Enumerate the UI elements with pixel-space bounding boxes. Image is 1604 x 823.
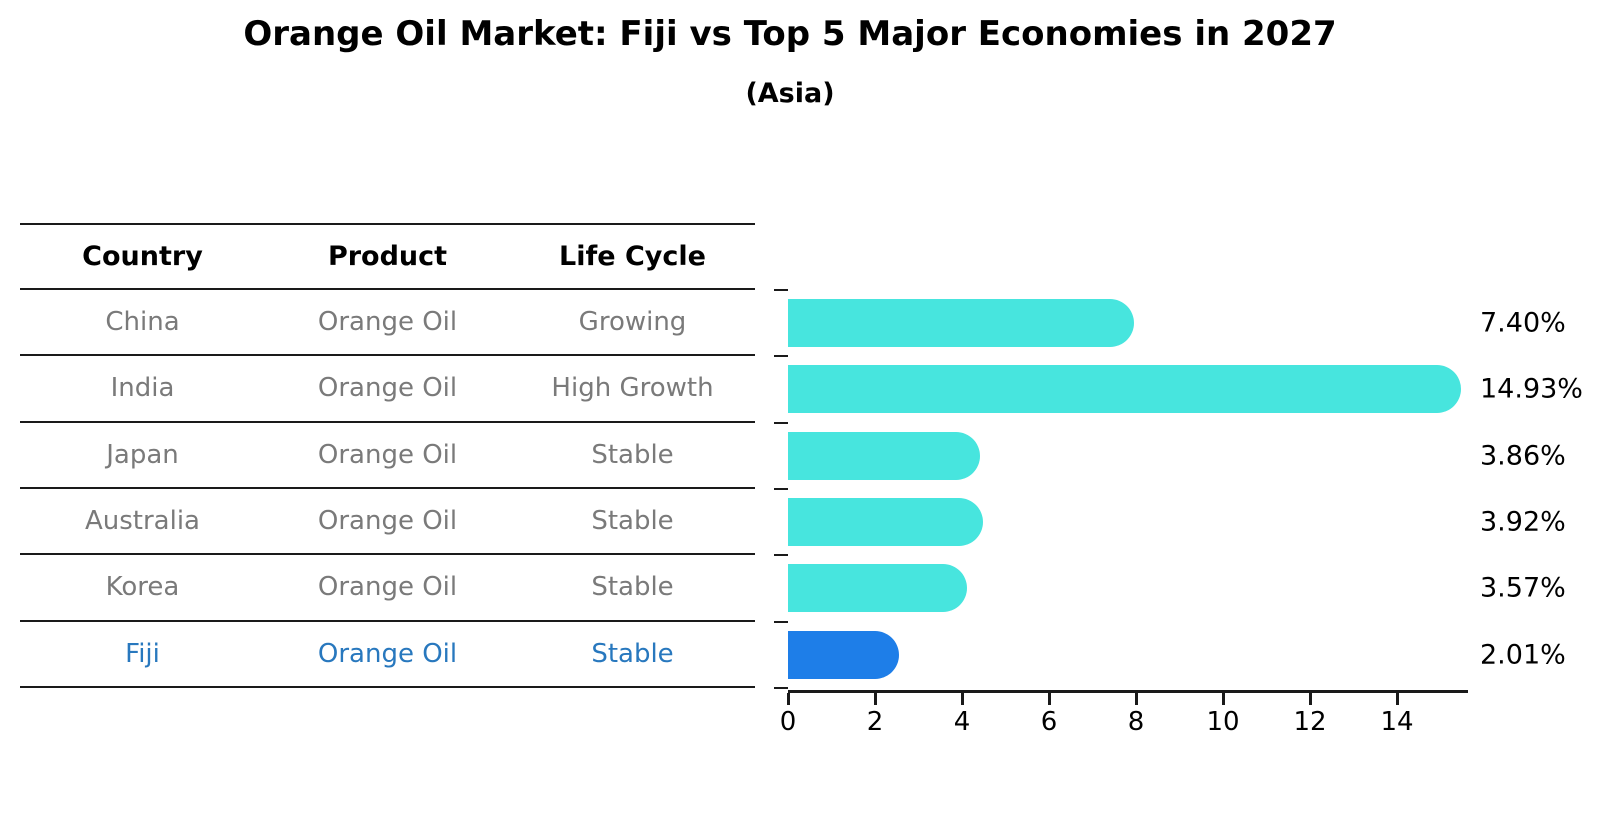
cell-life-cycle: Growing xyxy=(578,307,687,338)
bar-value-label-china: 7.40% xyxy=(1480,307,1566,339)
cell-life-cycle: Stable xyxy=(591,439,674,470)
y-tick xyxy=(774,487,788,490)
bar-india xyxy=(788,365,1462,414)
x-tick-label: 10 xyxy=(1206,707,1240,737)
bar-korea xyxy=(788,564,968,613)
x-tick xyxy=(874,693,877,705)
cell-country: India xyxy=(110,373,175,404)
col-header-country: Country xyxy=(82,241,203,272)
table-row-china: China Orange Oil Growing xyxy=(20,290,755,357)
chart-title: Orange Oil Market: Fiji vs Top 5 Major E… xyxy=(243,14,1337,54)
cell-country: Japan xyxy=(106,439,179,470)
cell-product: Orange Oil xyxy=(317,638,458,669)
table-row-fiji: Fiji Orange Oil Stable xyxy=(20,622,755,688)
x-tick-label: 8 xyxy=(1127,707,1145,737)
cell-country: China xyxy=(105,307,180,338)
bar-china xyxy=(788,299,1134,348)
bar-row xyxy=(788,498,983,547)
bar-australia xyxy=(788,498,983,547)
chart-subtitle: (Asia) xyxy=(745,78,835,109)
x-tick-label: 12 xyxy=(1293,707,1327,737)
x-tick-label: 4 xyxy=(953,707,971,737)
y-tick xyxy=(774,421,788,424)
x-tick-label: 6 xyxy=(1040,707,1058,737)
cell-life-cycle: High Growth xyxy=(551,373,714,404)
cell-country: Fiji xyxy=(125,638,160,669)
col-header-lifecycle: Life Cycle xyxy=(559,241,706,272)
cell-product: Orange Oil xyxy=(317,506,458,537)
bar-chart: 0 2 4 6 8 10 12 14 xyxy=(774,289,1468,737)
x-tick xyxy=(1135,693,1138,705)
table-row-japan: Japan Orange Oil Stable xyxy=(20,423,755,489)
bar-row xyxy=(788,299,1134,348)
y-tick xyxy=(774,686,788,689)
table-header-row: Country Product Life Cycle xyxy=(20,223,755,290)
x-tick-label: 0 xyxy=(779,707,797,737)
bar-row xyxy=(788,564,968,613)
x-tick xyxy=(1222,693,1225,705)
x-tick-label: 14 xyxy=(1380,707,1414,737)
x-tick xyxy=(961,693,964,705)
bar-value-label-japan: 3.86% xyxy=(1480,440,1566,472)
bar-row xyxy=(788,365,1462,414)
bar-japan xyxy=(788,431,980,480)
cell-country: Korea xyxy=(105,572,180,603)
table-row-korea: Korea Orange Oil Stable xyxy=(20,555,755,622)
col-header-product: Product xyxy=(327,241,448,272)
bar-row xyxy=(788,431,980,480)
bar-value-label-korea: 3.57% xyxy=(1480,572,1566,604)
table-row-india: India Orange Oil High Growth xyxy=(20,356,755,423)
cell-product: Orange Oil xyxy=(317,439,458,470)
y-tick xyxy=(774,620,788,623)
x-tick xyxy=(1396,693,1399,705)
cell-product: Orange Oil xyxy=(317,373,458,404)
cell-life-cycle: Stable xyxy=(591,506,674,537)
x-tick xyxy=(787,693,790,705)
cell-product: Orange Oil xyxy=(317,572,458,603)
bar-value-label-fiji: 2.01% xyxy=(1480,639,1566,671)
x-tick xyxy=(1309,693,1312,705)
x-tick xyxy=(1048,693,1051,705)
table-row-australia: Australia Orange Oil Stable xyxy=(20,489,755,556)
x-tick-label: 2 xyxy=(866,707,884,737)
bar-row xyxy=(788,630,900,679)
cell-life-cycle: Stable xyxy=(591,638,674,669)
bar-value-label-india: 14.93% xyxy=(1480,373,1583,405)
y-tick xyxy=(774,355,788,358)
cell-country: Australia xyxy=(84,506,200,537)
bar-value-label-australia: 3.92% xyxy=(1480,506,1566,538)
table-body: China Orange Oil Growing India Orange Oil Hig… xyxy=(20,290,755,688)
y-tick xyxy=(774,554,788,557)
y-tick xyxy=(774,289,788,291)
cell-life-cycle: Stable xyxy=(591,572,674,603)
x-axis-line xyxy=(788,690,1468,693)
country-table: Country Product Life Cycle China Orange O… xyxy=(20,223,755,688)
cell-product: Orange Oil xyxy=(317,307,458,338)
bar-fiji xyxy=(788,630,900,679)
